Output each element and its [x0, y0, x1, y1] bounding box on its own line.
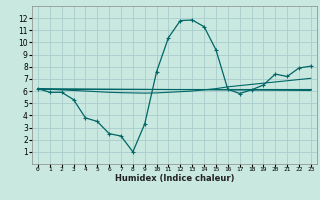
X-axis label: Humidex (Indice chaleur): Humidex (Indice chaleur) — [115, 174, 234, 183]
